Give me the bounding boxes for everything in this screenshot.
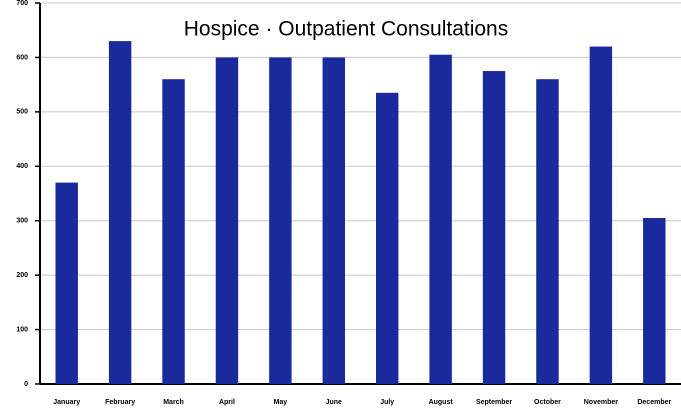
bar [322, 57, 346, 385]
bar [108, 41, 132, 384]
bar [429, 54, 452, 384]
x-tick-label: September [476, 399, 512, 406]
x-tick-label: January [53, 399, 80, 406]
bar [482, 71, 506, 385]
bar [536, 79, 559, 384]
x-tick-label: March [163, 399, 184, 406]
x-tick-label: July [380, 399, 394, 406]
y-tick-label: 400 [16, 163, 28, 170]
y-tick-label: 600 [16, 54, 28, 61]
chart-title: Hospice · Outpatient Consultations [184, 18, 509, 41]
y-tick-label: 200 [16, 272, 28, 279]
x-tick-label: April [219, 399, 235, 406]
bar [375, 92, 399, 385]
y-tick-label: 100 [16, 326, 28, 333]
y-tick-label: 700 [16, 0, 28, 7]
x-tick-label: February [105, 399, 135, 406]
bar [162, 79, 185, 384]
x-tick-label: October [534, 399, 561, 406]
x-tick-label: November [584, 399, 619, 406]
y-tick-label: 500 [16, 109, 28, 116]
y-tick-label: 0 [24, 381, 28, 388]
x-tick-label: May [274, 399, 288, 406]
x-tick-label: December [637, 399, 671, 406]
bar [589, 46, 613, 385]
bar [269, 57, 292, 385]
bar [215, 57, 239, 385]
x-tick-label: June [326, 399, 342, 406]
x-tick-label: August [429, 399, 454, 406]
y-tick-label: 300 [16, 218, 28, 225]
bar [643, 217, 666, 384]
bar [55, 182, 78, 384]
